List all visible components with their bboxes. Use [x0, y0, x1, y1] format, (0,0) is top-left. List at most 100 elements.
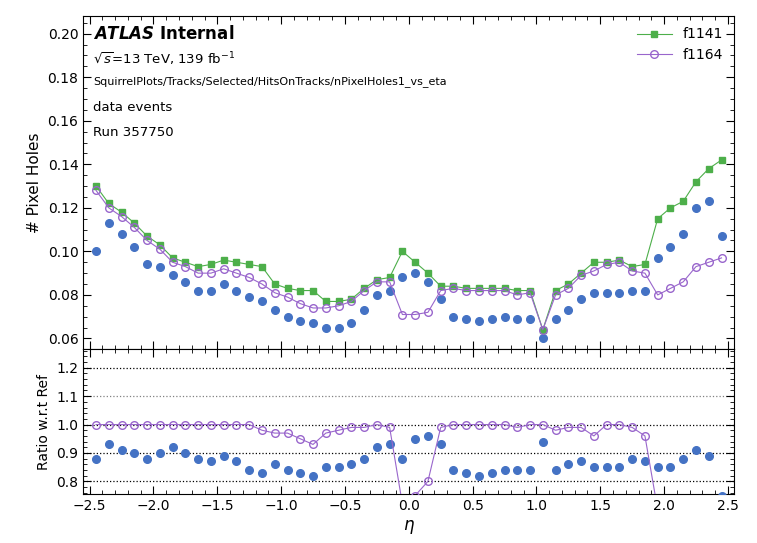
- f1164: [640, 270, 650, 276]
- f1141: [321, 298, 330, 305]
- f1141: [245, 261, 254, 268]
- Line: f1164: f1164: [92, 187, 725, 333]
- f1164: [270, 289, 279, 296]
- f1141: [577, 270, 586, 276]
- f1141: [590, 259, 599, 266]
- f1164: [398, 311, 407, 318]
- f1164: [257, 281, 266, 287]
- f1141: [628, 263, 637, 270]
- f1164: [602, 261, 611, 268]
- f1164: [679, 279, 688, 285]
- f1141: [360, 285, 369, 292]
- f1141: [564, 281, 573, 287]
- Text: SquirrelPlots/Tracks/Selected/HitsOnTracks/nPixelHoles1_vs_eta: SquirrelPlots/Tracks/Selected/HitsOnTrac…: [93, 76, 447, 87]
- f1141: [475, 285, 484, 292]
- f1141: [488, 285, 497, 292]
- f1141: [704, 166, 713, 172]
- f1141: [653, 216, 662, 222]
- f1141: [551, 287, 560, 294]
- f1141: [270, 281, 279, 287]
- f1141: [500, 285, 509, 292]
- f1141: [347, 296, 356, 302]
- f1164: [615, 259, 624, 266]
- f1164: [538, 326, 547, 333]
- f1164: [142, 237, 151, 244]
- Text: $\mathbfit{ATLAS}$ Internal: $\mathbfit{ATLAS}$ Internal: [93, 24, 234, 42]
- f1141: [602, 259, 611, 266]
- f1141: [666, 205, 675, 211]
- X-axis label: η: η: [403, 516, 414, 534]
- f1141: [232, 259, 241, 266]
- f1141: [129, 220, 139, 226]
- f1164: [628, 268, 637, 274]
- f1164: [462, 287, 471, 294]
- f1141: [398, 248, 407, 255]
- f1141: [436, 283, 445, 289]
- f1141: [257, 263, 266, 270]
- Legend: f1141, f1164: f1141, f1164: [633, 23, 727, 66]
- f1164: [334, 302, 343, 309]
- f1164: [155, 246, 164, 252]
- f1141: [423, 270, 432, 276]
- f1141: [104, 200, 114, 207]
- f1164: [245, 274, 254, 281]
- f1141: [372, 276, 382, 283]
- f1164: [219, 266, 228, 272]
- Text: Run 357750: Run 357750: [93, 126, 173, 139]
- f1164: [475, 287, 484, 294]
- f1164: [92, 187, 101, 194]
- f1164: [512, 292, 522, 298]
- f1141: [207, 261, 216, 268]
- f1141: [512, 287, 522, 294]
- Text: $\sqrt{s}$=13 TeV, 139 fb$^{-1}$: $\sqrt{s}$=13 TeV, 139 fb$^{-1}$: [93, 51, 235, 68]
- f1141: [334, 298, 343, 305]
- Line: f1141: f1141: [92, 156, 725, 333]
- f1164: [410, 311, 419, 318]
- f1164: [500, 287, 509, 294]
- f1164: [551, 292, 560, 298]
- f1164: [372, 279, 382, 285]
- f1164: [525, 289, 534, 296]
- f1164: [653, 292, 662, 298]
- f1164: [691, 263, 700, 270]
- f1164: [423, 309, 432, 315]
- f1164: [207, 270, 216, 276]
- f1164: [232, 270, 241, 276]
- f1141: [410, 259, 419, 266]
- f1164: [590, 268, 599, 274]
- f1141: [142, 233, 151, 239]
- Y-axis label: # Pixel Holes: # Pixel Holes: [27, 132, 42, 233]
- f1164: [129, 224, 139, 231]
- f1164: [488, 287, 497, 294]
- f1164: [347, 298, 356, 305]
- f1141: [679, 198, 688, 205]
- f1141: [449, 283, 458, 289]
- f1141: [155, 242, 164, 248]
- f1141: [385, 274, 394, 281]
- f1141: [462, 285, 471, 292]
- f1164: [436, 287, 445, 294]
- f1141: [717, 157, 726, 163]
- f1141: [309, 287, 318, 294]
- f1164: [385, 279, 394, 285]
- f1141: [525, 287, 534, 294]
- f1164: [360, 287, 369, 294]
- f1164: [704, 259, 713, 266]
- f1164: [321, 305, 330, 311]
- f1141: [181, 259, 190, 266]
- f1164: [283, 294, 292, 300]
- f1164: [117, 213, 126, 220]
- f1164: [104, 205, 114, 211]
- f1141: [538, 326, 547, 333]
- f1164: [577, 272, 586, 279]
- f1141: [117, 209, 126, 216]
- f1164: [194, 270, 203, 276]
- f1164: [168, 259, 177, 266]
- f1141: [691, 179, 700, 185]
- f1141: [219, 257, 228, 263]
- Y-axis label: Ratio w.r.t Ref: Ratio w.r.t Ref: [37, 374, 51, 470]
- f1164: [449, 285, 458, 292]
- f1141: [168, 255, 177, 261]
- f1164: [564, 285, 573, 292]
- f1141: [283, 285, 292, 292]
